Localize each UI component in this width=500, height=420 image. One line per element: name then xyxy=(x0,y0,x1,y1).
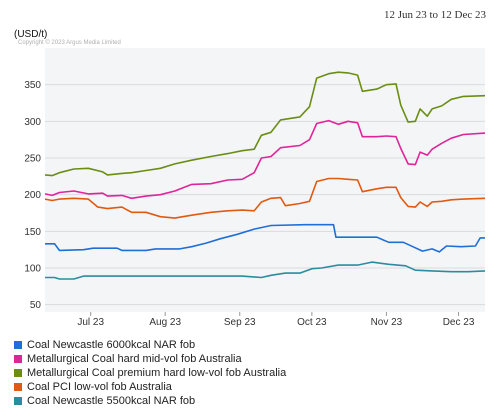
legend-label: Coal Newcastle 5500kcal NAR fob xyxy=(27,395,196,407)
legend-item: Coal Newcastle 5500kcal NAR fob xyxy=(14,394,286,408)
legend-label: Metallurgical Coal hard mid-vol fob Aust… xyxy=(27,353,242,365)
x-axis-ticks: Jul 23 Aug 23 Sep 23 Oct 23 Nov 23 Dec 23 xyxy=(77,312,475,328)
series-line-3 xyxy=(44,177,486,219)
legend-swatch xyxy=(14,397,22,405)
legend-swatch xyxy=(14,383,22,391)
legend-label: Metallurgical Coal premium hard low-vol … xyxy=(27,367,287,379)
legend-label: Coal PCI low-vol fob Australia xyxy=(27,381,172,393)
y-axis-unit-label: (USD/t) xyxy=(14,29,48,40)
legend-item: Coal PCI low-vol fob Australia xyxy=(14,380,286,394)
y-axis-ticks: 50 100 150 200 250 300 350 xyxy=(24,80,41,311)
legend-swatch xyxy=(14,369,22,377)
y-tick-label: 350 xyxy=(24,80,41,91)
series-line-0 xyxy=(45,223,485,253)
legend-swatch xyxy=(14,341,22,349)
series-line-4 xyxy=(45,261,486,280)
x-tick-label: Sep 23 xyxy=(224,317,256,328)
price-line-chart: 50 100 150 200 250 300 350 Jul 23 Aug 23 Sep 23 O… xyxy=(24,48,486,328)
x-tick-label: Nov 23 xyxy=(371,317,403,328)
x-tick-label: Jul 23 xyxy=(77,317,104,328)
y-tick-label: 50 xyxy=(30,300,42,311)
x-tick-label: Dec 23 xyxy=(443,317,475,328)
series-lines xyxy=(44,71,486,280)
date-range-label: 12 Jun 23 to 12 Dec 23 xyxy=(383,9,486,21)
legend-label: Coal Newcastle 6000kcal NAR fob xyxy=(27,339,196,351)
legend-swatch xyxy=(14,355,22,363)
series-line-1 xyxy=(44,119,486,200)
y-tick-label: 250 xyxy=(24,154,41,165)
y-tick-label: 100 xyxy=(24,264,41,275)
x-tick-label: Oct 23 xyxy=(297,317,327,328)
chart-legend: Coal Newcastle 6000kcal NAR fob Metallurg… xyxy=(14,338,286,408)
y-tick-label: 200 xyxy=(24,190,41,201)
y-tick-label: 150 xyxy=(24,227,41,238)
legend-item: Metallurgical Coal hard mid-vol fob Aust… xyxy=(14,352,286,366)
plot-area xyxy=(45,48,485,312)
legend-item: Metallurgical Coal premium hard low-vol … xyxy=(14,366,286,380)
copyright-notice: Copyright © 2023 Argus Media Limited xyxy=(18,40,121,46)
series-line-2 xyxy=(44,71,486,177)
legend-item: Coal Newcastle 6000kcal NAR fob xyxy=(14,338,286,352)
y-tick-label: 300 xyxy=(24,117,41,128)
x-tick-label: Aug 23 xyxy=(149,317,181,328)
